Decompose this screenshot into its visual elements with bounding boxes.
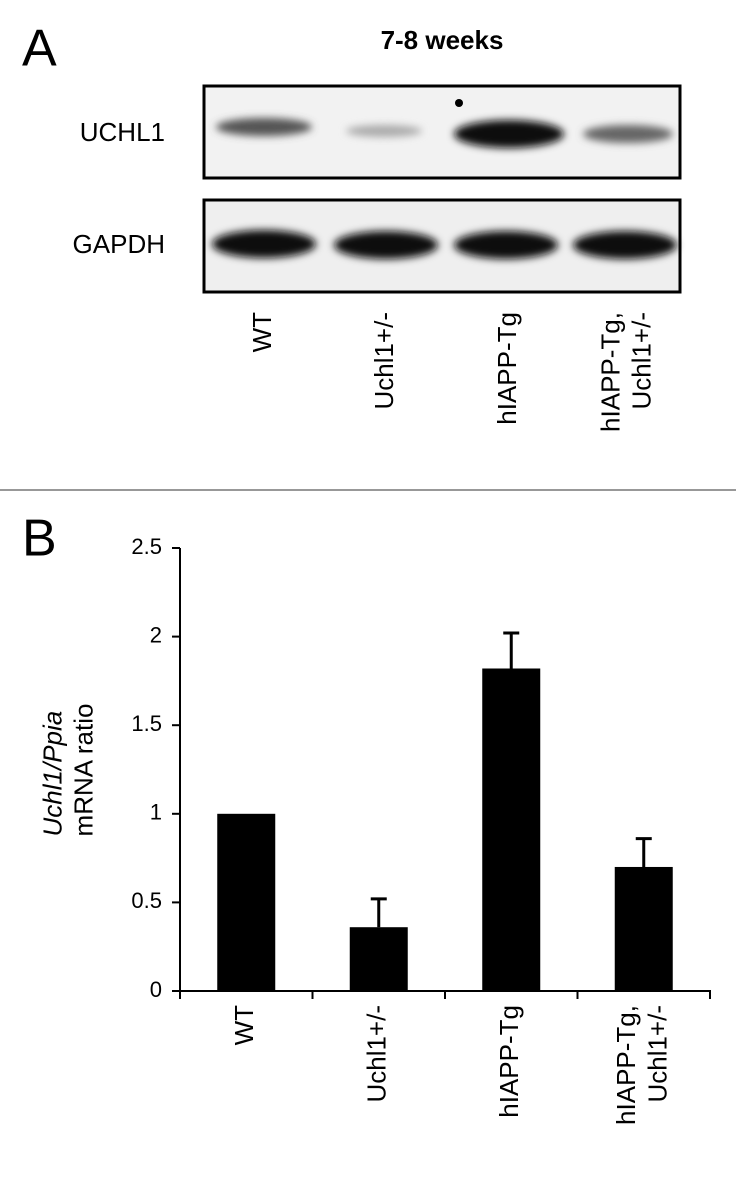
- y-axis-label-line: Uchl1/Ppia: [37, 711, 67, 837]
- panel-title: 7-8 weeks: [381, 25, 504, 55]
- lane-label: hIAPP-Tg,Uchl1+/-: [595, 312, 656, 432]
- y-tick-label: 2: [150, 622, 162, 647]
- error-bar: [503, 631, 520, 669]
- y-axis-label-line: mRNA ratio: [68, 704, 98, 837]
- x-tick-label: Uchl1+/-: [362, 1005, 392, 1103]
- x-tick-label: hIAPP-Tg: [494, 1005, 524, 1118]
- y-tick-label: 0.5: [131, 888, 162, 913]
- x-tick-label: hIAPP-Tg,Uchl1+/-: [611, 1005, 672, 1125]
- y-tick-label: 1.5: [131, 711, 162, 736]
- y-tick-label: 2.5: [131, 534, 162, 559]
- blot-row-label: GAPDH: [73, 229, 165, 259]
- bar: [349, 927, 408, 991]
- panel-label: B: [22, 510, 57, 568]
- blot-gapdh: [202, 198, 682, 294]
- blot-row-label: UCHL1: [80, 117, 165, 147]
- bar: [217, 813, 276, 991]
- bar: [482, 668, 541, 991]
- error-bar: [635, 837, 652, 867]
- lane-label: hIAPP-Tg: [492, 312, 522, 425]
- panel-label: A: [22, 20, 57, 78]
- y-tick-label: 0: [150, 977, 162, 1002]
- bar: [614, 866, 673, 991]
- lane-label: WT: [247, 312, 277, 353]
- lane-label: Uchl1+/-: [369, 312, 399, 410]
- y-tick-label: 1: [150, 800, 162, 825]
- error-bar: [370, 897, 387, 928]
- y-axis-label: Uchl1/Ppia mRNA ratio: [37, 704, 98, 837]
- x-tick-label: WT: [229, 1005, 259, 1046]
- blot-uchl1: [202, 84, 682, 180]
